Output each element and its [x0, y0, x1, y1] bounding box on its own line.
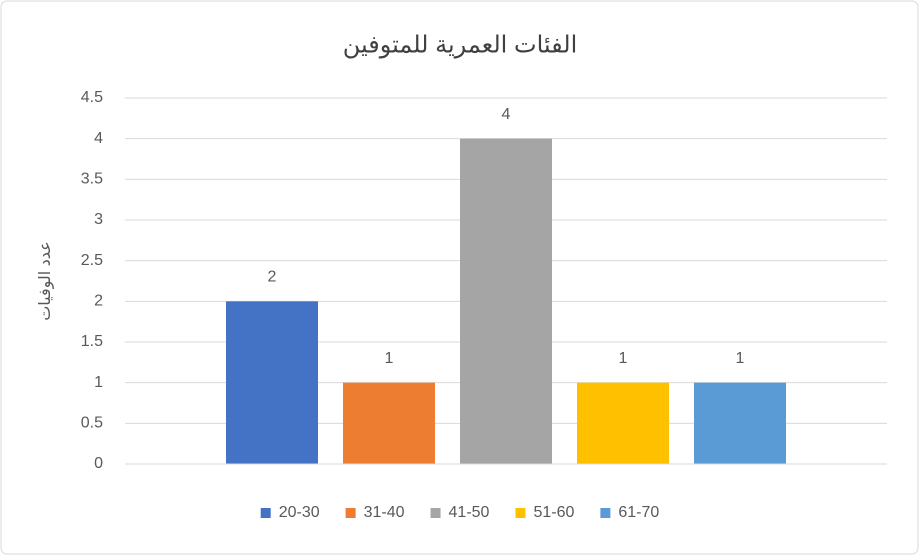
bar	[460, 138, 552, 464]
y-tick-label: 4.5	[81, 89, 103, 106]
bar	[226, 301, 318, 464]
legend-label: 51-60	[533, 504, 574, 521]
bar	[694, 382, 786, 464]
data-label: 4	[502, 106, 511, 123]
legend-swatch	[260, 508, 271, 518]
data-label: 2	[268, 269, 277, 286]
bar	[343, 382, 435, 464]
y-tick-label: 0.5	[81, 415, 103, 432]
data-label: 1	[619, 350, 628, 367]
bar	[577, 382, 669, 464]
legend-swatch	[430, 508, 441, 518]
y-tick-label: 1.5	[81, 333, 103, 350]
chart-title: الفئات العمرية للمتوفين	[343, 31, 578, 58]
legend-label: 61-70	[618, 504, 659, 521]
legend-swatch	[600, 508, 611, 518]
data-label: 1	[736, 350, 745, 367]
y-tick-label: 3	[94, 211, 103, 228]
legend-label: 31-40	[364, 504, 405, 521]
y-tick-label: 4	[94, 130, 103, 147]
y-tick-label: 3.5	[81, 171, 103, 188]
legend-swatch	[345, 508, 356, 518]
legend-label: 41-50	[449, 504, 490, 521]
y-axis-label: عدد الوفيات	[37, 241, 55, 321]
y-tick-label: 2	[94, 293, 103, 310]
y-tick-label: 1	[94, 374, 103, 391]
y-tick-label: 0	[94, 455, 103, 472]
legend-swatch	[515, 508, 526, 518]
data-label: 1	[385, 350, 394, 367]
legend-label: 20-30	[279, 504, 320, 521]
y-tick-label: 2.5	[81, 252, 103, 269]
